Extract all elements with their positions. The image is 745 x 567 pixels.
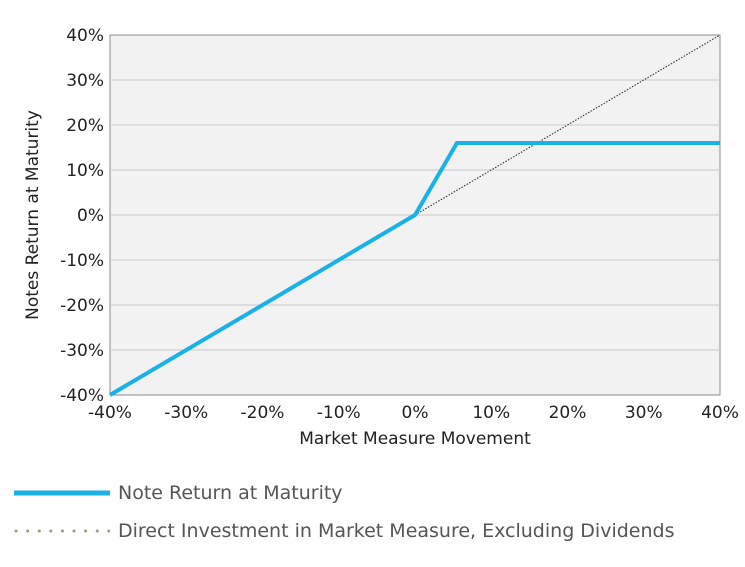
y-tick-label: -20% [60,296,104,316]
y-tick-label: 40% [66,26,104,46]
legend-swatch-solid [14,490,110,496]
legend-label-note-return: Note Return at Maturity [118,482,343,504]
y-tick-label: 10% [66,161,104,181]
x-tick-label: -10% [317,403,361,423]
x-tick-label: -20% [241,403,285,423]
y-tick-label: -40% [60,386,104,406]
x-axis-ticks: -40% -30% -20% -10% 0% 10% 20% 30% 40% [88,403,739,423]
series-line-note-return [108,141,720,397]
legend-swatch-dotted [14,529,110,533]
x-tick-label: -40% [88,403,132,423]
gridlines [110,79,720,351]
y-tick-label: 20% [66,116,104,136]
series-layer [108,34,721,397]
x-tick-label: 20% [549,403,587,423]
chart: -40% -30% -20% -10% 0% 10% 20% 30% 40% 40% 30% 20%… [23,26,739,449]
series-line-direct-investment [414,34,721,216]
legend: Note Return at Maturity Direct Investmen… [14,474,674,550]
x-axis-label: Market Measure Movement [299,429,531,449]
legend-item-direct-investment: Direct Investment in Market Measure, Exc… [14,512,674,550]
y-axis-ticks: 40% 30% 20% 10% 0% -10% -20% -30% -40% [60,26,104,406]
x-tick-label: 10% [472,403,510,423]
y-tick-label: -10% [60,251,104,271]
legend-item-note-return: Note Return at Maturity [14,474,674,512]
x-tick-label: 30% [625,403,663,423]
y-tick-label: -30% [60,341,104,361]
y-tick-label: 0% [77,206,104,226]
y-tick-label: 30% [66,71,104,91]
x-tick-label: 0% [402,403,429,423]
y-axis-label: Notes Return at Maturity [23,110,43,320]
x-tick-label: 40% [701,403,739,423]
legend-label-direct-investment: Direct Investment in Market Measure, Exc… [118,520,675,542]
x-tick-label: -30% [164,403,208,423]
